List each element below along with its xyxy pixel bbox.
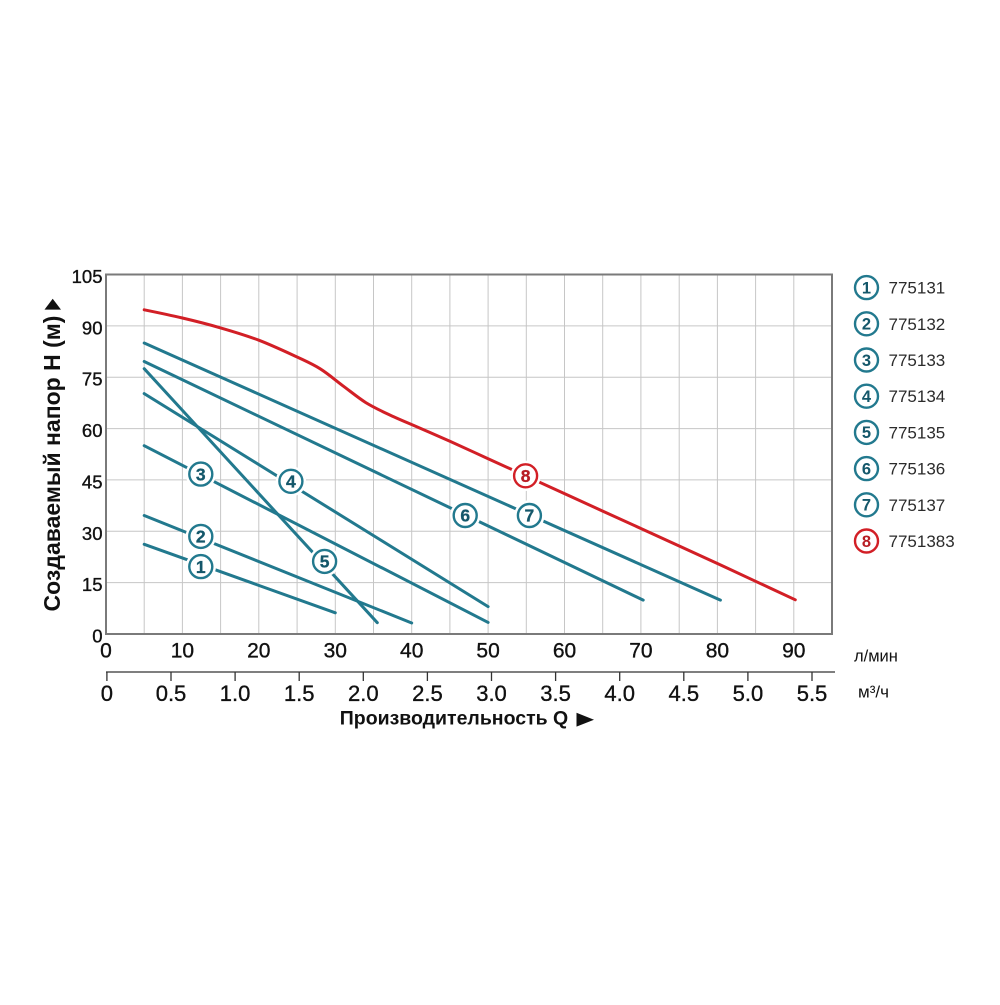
svg-text:1: 1 xyxy=(862,279,871,297)
svg-text:775132: 775132 xyxy=(889,315,946,334)
svg-text:6: 6 xyxy=(862,460,871,478)
svg-text:775136: 775136 xyxy=(889,460,946,479)
svg-text:40: 40 xyxy=(400,640,423,663)
svg-text:0.5: 0.5 xyxy=(156,681,187,706)
svg-text:775137: 775137 xyxy=(889,496,946,515)
svg-text:1.0: 1.0 xyxy=(220,681,251,706)
svg-text:Производительность Q: Производительность Q xyxy=(340,708,568,730)
svg-text:20: 20 xyxy=(247,640,270,663)
svg-text:105: 105 xyxy=(72,266,103,287)
svg-text:5: 5 xyxy=(862,424,871,442)
svg-text:775134: 775134 xyxy=(889,387,946,406)
svg-text:6: 6 xyxy=(460,506,470,526)
svg-text:0: 0 xyxy=(92,626,102,647)
svg-text:4: 4 xyxy=(862,388,872,406)
svg-text:2.0: 2.0 xyxy=(348,681,379,706)
svg-text:7: 7 xyxy=(525,506,535,526)
svg-text:Создаваемый напор H (м): Создаваемый напор H (м) xyxy=(39,316,65,612)
svg-text:2: 2 xyxy=(196,527,206,547)
svg-text:8: 8 xyxy=(521,466,531,486)
svg-text:60: 60 xyxy=(553,640,576,663)
svg-text:30: 30 xyxy=(82,523,103,544)
svg-text:4.0: 4.0 xyxy=(604,681,635,706)
svg-text:м³/ч: м³/ч xyxy=(858,683,889,702)
svg-text:2.5: 2.5 xyxy=(412,681,443,706)
svg-text:1.5: 1.5 xyxy=(284,681,315,706)
svg-text:8: 8 xyxy=(862,533,871,551)
svg-text:775131: 775131 xyxy=(889,279,946,298)
svg-text:7751383: 7751383 xyxy=(889,532,955,551)
svg-text:15: 15 xyxy=(82,574,103,595)
svg-text:5: 5 xyxy=(320,552,330,572)
svg-text:4.5: 4.5 xyxy=(669,681,700,706)
svg-text:50: 50 xyxy=(476,640,499,663)
svg-text:7: 7 xyxy=(862,497,871,515)
svg-text:2: 2 xyxy=(862,316,871,334)
svg-text:775135: 775135 xyxy=(889,423,946,442)
svg-text:1: 1 xyxy=(196,557,206,577)
svg-text:60: 60 xyxy=(82,420,103,441)
svg-text:10: 10 xyxy=(171,640,194,663)
svg-text:45: 45 xyxy=(82,471,103,492)
svg-text:3: 3 xyxy=(196,464,206,484)
svg-text:90: 90 xyxy=(782,640,805,663)
svg-text:0: 0 xyxy=(101,681,113,706)
svg-text:0: 0 xyxy=(100,640,112,663)
svg-text:80: 80 xyxy=(706,640,729,663)
svg-text:90: 90 xyxy=(82,317,103,338)
svg-text:70: 70 xyxy=(629,640,652,663)
svg-text:4: 4 xyxy=(286,472,296,492)
svg-text:5.5: 5.5 xyxy=(797,681,828,706)
svg-text:3: 3 xyxy=(862,352,871,370)
svg-text:3.0: 3.0 xyxy=(476,681,507,706)
svg-text:5.0: 5.0 xyxy=(733,681,764,706)
svg-text:30: 30 xyxy=(324,640,347,663)
svg-text:775133: 775133 xyxy=(889,351,946,370)
svg-text:3.5: 3.5 xyxy=(540,681,571,706)
svg-text:л/мин: л/мин xyxy=(854,647,898,665)
svg-text:75: 75 xyxy=(82,369,103,390)
